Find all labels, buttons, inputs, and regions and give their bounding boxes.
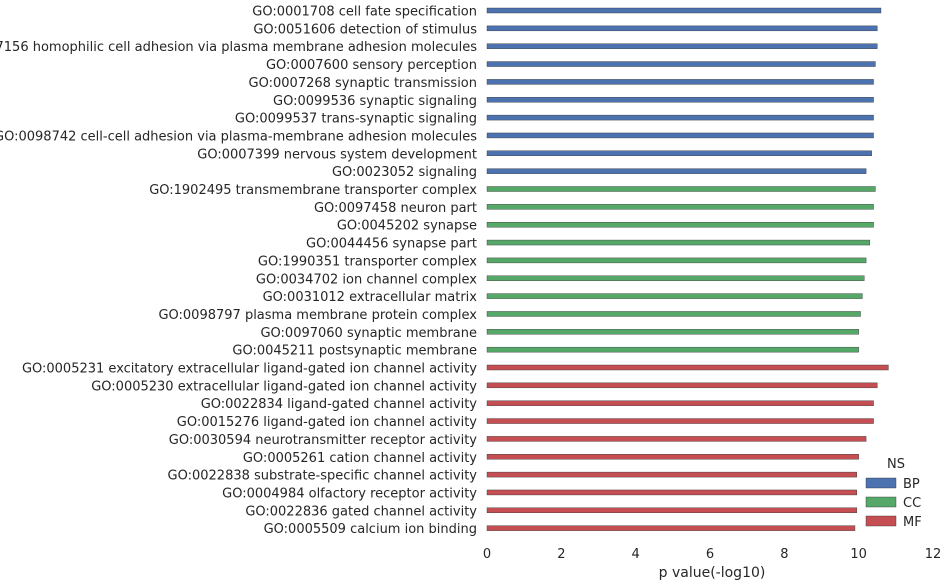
bar-bp: [486, 168, 867, 174]
category-label: GO:1902495 transmembrane transporter com…: [149, 183, 477, 198]
legend-label: BP: [903, 477, 920, 492]
category-label: GO:0015276 ligand-gated ion channel acti…: [177, 415, 478, 430]
category-label: GO:0097458 neuron part: [314, 201, 477, 216]
bar-bp: [486, 61, 876, 67]
bar-mf: [486, 436, 867, 442]
category-label: GO:0005230 extracellular ligand-gated io…: [91, 379, 477, 394]
category-label: GO:0099537 trans-synaptic signaling: [235, 112, 477, 127]
category-label: GO:0031012 extracellular matrix: [263, 290, 478, 305]
category-label: GO:0097060 synaptic membrane: [260, 326, 477, 341]
x-tick-label: 4: [632, 547, 640, 562]
category-label: GO:0005231 excitatory extracellular liga…: [22, 362, 477, 377]
legend-title: NS: [887, 457, 905, 472]
bar-bp: [486, 150, 872, 157]
legend: NS BP CC MF: [865, 457, 922, 530]
bar-mf: [486, 400, 874, 406]
category-label: GO:0044456 synapse part: [306, 237, 477, 252]
bar-mf: [486, 364, 889, 371]
category-label: GO:1990351 transporter complex: [258, 254, 477, 269]
x-tick-label: 12: [925, 547, 942, 562]
bar-mf: [486, 382, 878, 389]
category-label: GO:0022834 ligand-gated channel activity: [201, 397, 478, 412]
bar-mf: [486, 418, 874, 424]
bar-group: [486, 7, 889, 531]
category-label: GO:0005509 calcium ion binding: [264, 522, 477, 537]
bar-bp: [486, 43, 878, 49]
category-label: GO:0051606 detection of stimulus: [253, 22, 477, 37]
category-label: GO:0045211 postsynaptic membrane: [232, 344, 477, 359]
bar-cc: [486, 293, 863, 299]
legend-label: CC: [903, 496, 921, 511]
bar-bp: [486, 7, 882, 14]
bar-cc: [486, 257, 867, 264]
legend-swatch-bp: [865, 477, 897, 489]
bar-cc: [486, 221, 874, 228]
bar-bp: [486, 97, 874, 103]
legend-swatch-cc: [865, 496, 897, 508]
category-label: GO:0007268 synaptic transmission: [249, 76, 477, 91]
bar-cc: [486, 346, 859, 353]
bar-mf: [486, 507, 858, 513]
x-axis-label: p value(-log10): [659, 565, 766, 581]
bar-cc: [486, 329, 859, 335]
x-tick-label: 6: [706, 547, 714, 562]
category-label: GO:0022836 gated channel activity: [245, 504, 477, 519]
bar-cc: [486, 204, 874, 210]
x-tick-label: 10: [850, 547, 867, 562]
x-tick-label: 0: [483, 547, 491, 562]
legend-swatch-mf: [865, 515, 897, 527]
category-label: GO:0098797 plasma membrane protein compl…: [158, 308, 477, 323]
category-label: GO:0001708 cell fate specification: [252, 5, 477, 20]
category-label: GO:0045202 synapse: [337, 219, 477, 234]
bar-cc: [486, 239, 871, 246]
bar-cc: [486, 275, 865, 281]
category-label: GO:0007600 sensory perception: [266, 58, 477, 73]
category-label: GO:0034702 ion channel complex: [256, 272, 477, 287]
category-label: GO:0098742 cell-cell adhesion via plasma…: [0, 129, 477, 144]
category-label: GO:0004984 olfactory receptor activity: [222, 486, 477, 501]
category-label: GO:0099536 synaptic signaling: [273, 94, 477, 109]
bar-mf: [486, 525, 856, 531]
category-label: GO:0030594 neurotransmitter receptor act…: [169, 433, 478, 448]
bar-bp: [486, 114, 874, 121]
category-label: GO:0005261 cation channel activity: [243, 451, 477, 466]
category-labels: GO:0001708 cell fate specification GO:005…: [0, 5, 477, 538]
category-label: GO:0007156 homophilic cell adhesion via …: [0, 40, 477, 55]
category-label: GO:0022838 substrate-specific channel ac…: [168, 469, 478, 484]
category-label: GO:0007399 nervous system development: [197, 147, 477, 162]
legend-label: MF: [903, 515, 922, 530]
bar-bp: [486, 79, 874, 85]
bar-mf: [486, 454, 859, 460]
x-axis-ticks: 0 2 4 6 8 10 12: [483, 547, 941, 562]
x-tick-label: 8: [780, 547, 788, 562]
category-label: GO:0023052 signaling: [332, 165, 477, 180]
bar-mf: [486, 489, 858, 496]
bar-cc: [486, 186, 876, 192]
x-tick-label: 2: [557, 547, 565, 562]
bar-mf: [486, 471, 858, 478]
bar-cc: [486, 311, 861, 317]
bar-bp: [486, 132, 874, 139]
bar-bp: [486, 25, 878, 32]
